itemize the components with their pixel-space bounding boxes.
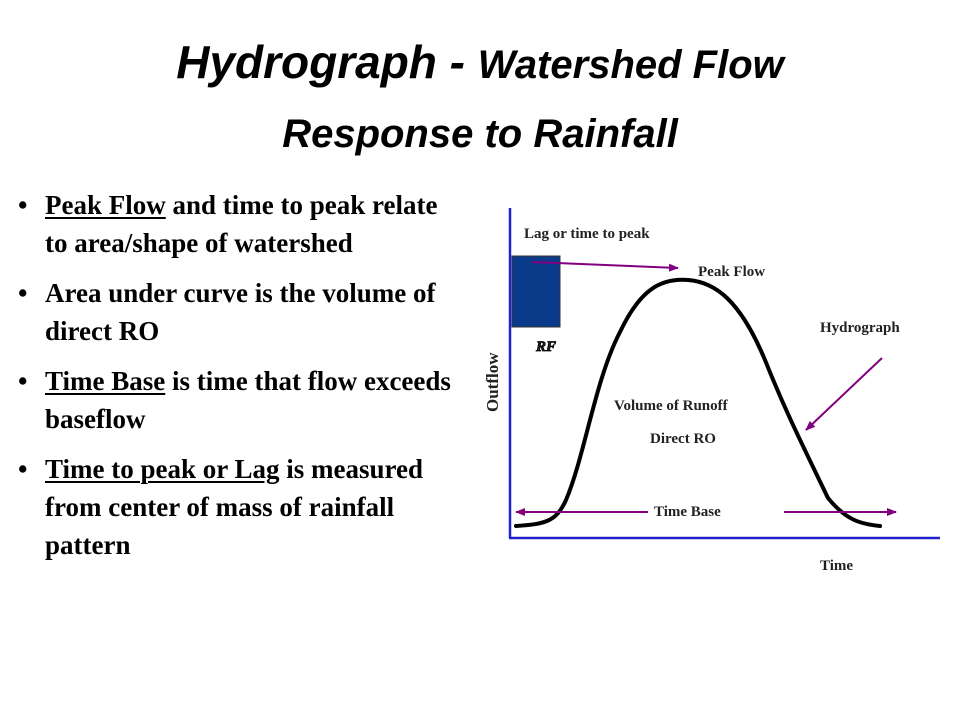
title-line-1: Hydrograph - Watershed Flow bbox=[0, 32, 960, 104]
bullet-text: Area under curve is the volume of direct… bbox=[45, 278, 436, 346]
bullet-dot-icon: • bbox=[18, 454, 28, 484]
hydrograph-diagram: Lag or time to peak Peak Flow Hydrograph… bbox=[483, 208, 940, 574]
bullet-underlined: Time Base bbox=[45, 366, 166, 396]
bullet-item: • Time to peak or Lag is measured from ce… bbox=[18, 450, 458, 564]
time-base-label: Time Base bbox=[654, 504, 721, 520]
outflow-label: Outflow bbox=[483, 352, 502, 412]
title-part-2: Watershed Flow bbox=[477, 43, 784, 87]
slide-title: Hydrograph - Watershed Flow Response to … bbox=[0, 32, 960, 164]
rf-label: RF bbox=[535, 339, 556, 355]
bullet-underlined: Peak Flow bbox=[45, 190, 166, 220]
hydrograph-pointer-arrow bbox=[805, 357, 883, 431]
rainfall-block bbox=[511, 255, 561, 328]
bullet-item: • Area under curve is the volume of direc… bbox=[18, 274, 458, 350]
volume-label: Volume of Runoff bbox=[614, 398, 729, 414]
hydrograph-label: Hydrograph bbox=[820, 320, 900, 336]
title-line-2: Response to Rainfall bbox=[282, 112, 678, 156]
bullet-list: • Peak Flow and time to peak relate to ar… bbox=[18, 186, 458, 576]
time-label: Time bbox=[820, 558, 853, 574]
direct-ro-label: Direct RO bbox=[650, 431, 716, 447]
bullet-text: and time to peak relate to area/shape of… bbox=[45, 190, 438, 258]
title-part-1: Hydrograph - bbox=[176, 36, 478, 88]
bullet-item: • Time Base is time that flow exceeds bas… bbox=[18, 362, 458, 438]
bullet-item: • Peak Flow and time to peak relate to ar… bbox=[18, 186, 458, 262]
bullet-underlined: Time to peak or Lag bbox=[45, 454, 280, 484]
lag-arrow bbox=[531, 261, 679, 272]
bullet-text: is time that flow exceeds baseflow bbox=[45, 366, 451, 434]
peak-flow-label: Peak Flow bbox=[698, 264, 765, 280]
lag-label: Lag or time to peak bbox=[524, 226, 650, 242]
bullet-dot-icon: • bbox=[18, 278, 28, 308]
bullet-dot-icon: • bbox=[18, 366, 28, 396]
bullet-text: is measured from center of mass of rainf… bbox=[45, 454, 424, 560]
bullet-dot-icon: • bbox=[18, 190, 28, 220]
hydrograph-curve bbox=[514, 277, 882, 528]
